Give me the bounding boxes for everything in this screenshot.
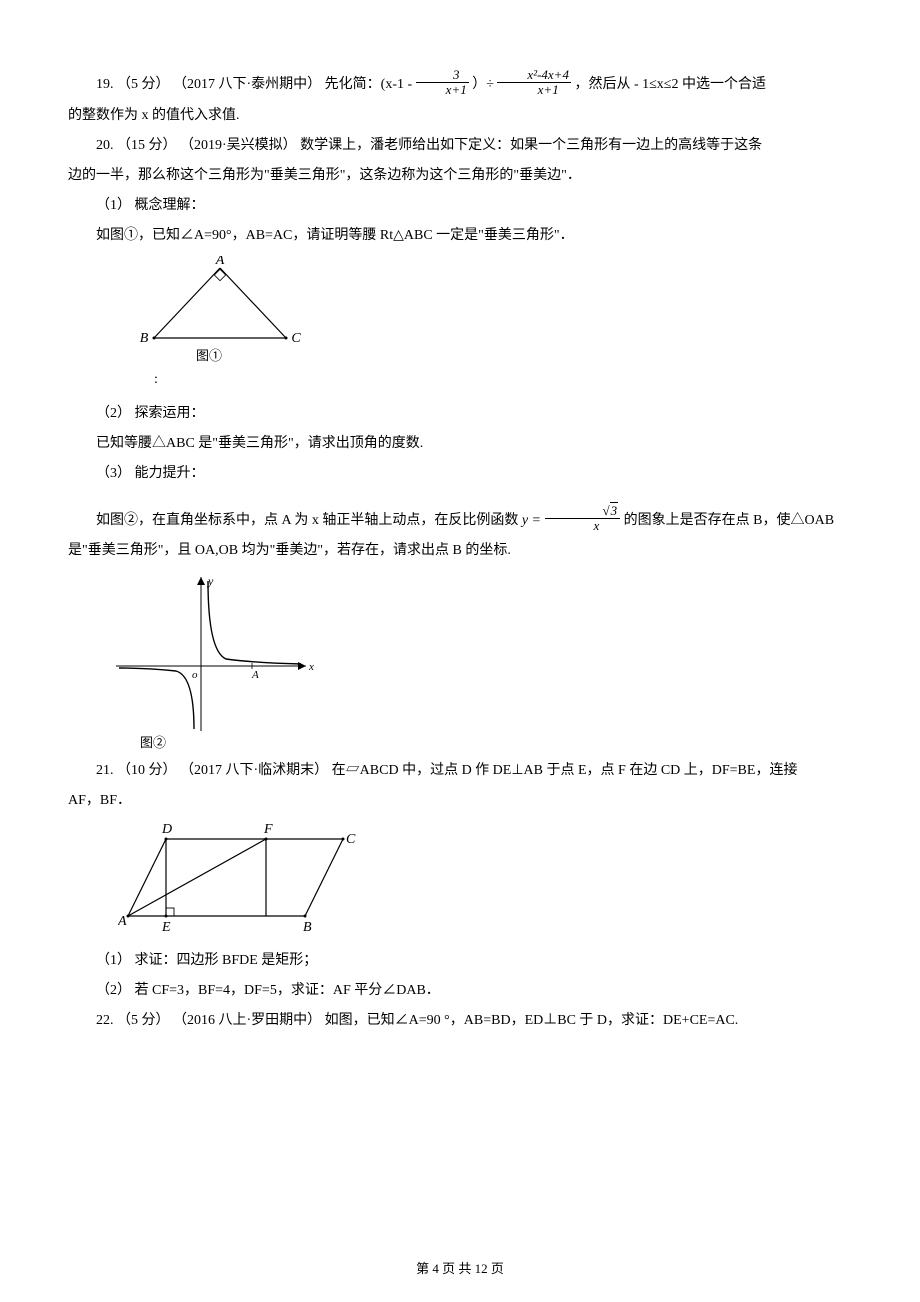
q19-source: （2017 八下·泰州期中） bbox=[173, 77, 321, 92]
q20-line1: 20. （15 分） （2019·吴兴模拟） 数学课上，潘老师给出如下定义：如果… bbox=[68, 132, 852, 160]
q21-sub2: （2） 若 CF=3，BF=4，DF=5，求证：AF 平分∠DAB． bbox=[68, 977, 852, 1005]
q20-figure2: y o A x 图② bbox=[116, 571, 852, 751]
svg-text:D: D bbox=[161, 822, 172, 837]
q19-line2: 的整数作为 x 的值代入求值. bbox=[68, 102, 852, 130]
fig2-caption: 图② bbox=[140, 735, 166, 750]
q22-source: （2016 八上·罗田期中） bbox=[173, 1013, 321, 1028]
page-footer: 第 4 页 共 12 页 bbox=[0, 1256, 920, 1282]
q20-points: （15 分） bbox=[117, 138, 177, 153]
fig1-label-A: A bbox=[215, 256, 225, 268]
q20-sub3-pre: 如图②，在直角坐标系中，点 A 为 x 轴正半轴上动点，在反比例函数 bbox=[96, 513, 522, 528]
q20-sub1-title: （1） 概念理解： bbox=[68, 192, 852, 220]
q21-num: 21. bbox=[96, 763, 114, 778]
q22-points: （5 分） bbox=[117, 1013, 170, 1028]
q22-text: 如图，已知∠A=90 °，AB=BD，ED⊥BC 于 D，求证：DE+CE=AC… bbox=[325, 1013, 739, 1028]
q20-line2: 边的一半，那么称这个三角形为"垂美三角形"，这条边称为这个三角形的"垂美边"． bbox=[68, 162, 852, 190]
fig2-x: x bbox=[308, 661, 314, 673]
q20-source: （2019·吴兴模拟） bbox=[180, 138, 297, 153]
q21-line1: 21. （10 分） （2017 八下·临沭期末） 在▱ABCD 中，过点 D … bbox=[68, 757, 852, 785]
svg-text:F: F bbox=[263, 822, 273, 837]
q21-line2: AF，BF． bbox=[68, 787, 852, 815]
fig1-colon: : bbox=[154, 372, 158, 387]
q21-text1: 在▱ABCD 中，过点 D 作 DE⊥AB 于点 E，点 F 在边 CD 上，D… bbox=[332, 763, 798, 778]
q19-frac2: x²-4x+4 x+1 bbox=[497, 68, 571, 98]
q20-sub2-title: （2） 探索运用： bbox=[68, 400, 852, 428]
svg-text:A: A bbox=[118, 914, 127, 929]
q20-sub3-line2: 是"垂美三角形"，且 OA,OB 均为"垂美边"，若存在，请求出点 B 的坐标. bbox=[68, 537, 852, 565]
q21-source: （2017 八下·临沭期末） bbox=[180, 763, 328, 778]
svg-text:B: B bbox=[303, 920, 312, 935]
q19-num: 19. bbox=[96, 77, 114, 92]
svg-text:E: E bbox=[161, 920, 171, 935]
q20-sub3-line1: 如图②，在直角坐标系中，点 A 为 x 轴正半轴上动点，在反比例函数 y = √… bbox=[68, 506, 852, 536]
q21-sub1: （1） 求证：四边形 BFDE 是矩形； bbox=[68, 947, 852, 975]
fig1-label-B: B bbox=[140, 331, 149, 346]
q20-sub3-y: y = bbox=[522, 513, 545, 528]
q20-figure1: A B C 图① : bbox=[136, 256, 852, 394]
q19-points: （5 分） bbox=[117, 77, 170, 92]
q20-sub3-frac: √3 x bbox=[545, 504, 621, 534]
q19-frac1: 3 x+1 bbox=[416, 68, 469, 98]
fig1-label-C: C bbox=[291, 331, 301, 346]
fig2-o: o bbox=[192, 669, 198, 681]
q22-num: 22. bbox=[96, 1013, 114, 1028]
q21-figure: D F C A E B bbox=[118, 821, 852, 941]
fig1-caption: 图① bbox=[196, 348, 222, 363]
q20-sub3-post: 的图象上是否存在点 B，使△OAB bbox=[624, 513, 834, 528]
q19-pre: 先化简：(x-1 - bbox=[325, 77, 413, 92]
q20-num: 20. bbox=[96, 138, 114, 153]
q22-line1: 22. （5 分） （2016 八上·罗田期中） 如图，已知∠A=90 °，AB… bbox=[68, 1007, 852, 1035]
q20-sub1-text: 如图①，已知∠A=90°，AB=AC，请证明等腰 Rt△ABC 一定是"垂美三角… bbox=[68, 222, 852, 250]
q20-sub2-text: 已知等腰△ABC 是"垂美三角形"，请求出顶角的度数. bbox=[68, 430, 852, 458]
fig2-y: y bbox=[207, 574, 214, 588]
q20-text1: 数学课上，潘老师给出如下定义：如果一个三角形有一边上的高线等于这条 bbox=[300, 138, 762, 153]
q21-points: （10 分） bbox=[117, 763, 177, 778]
fig2-A: A bbox=[251, 669, 259, 681]
q20-sub3-title: （3） 能力提升： bbox=[68, 460, 852, 488]
svg-text:C: C bbox=[346, 832, 356, 847]
q19-line1: 19. （5 分） （2017 八下·泰州期中） 先化简：(x-1 - 3 x+… bbox=[68, 70, 852, 100]
q19-post: ，然后从 - 1≤x≤2 中选一个合适 bbox=[574, 77, 766, 92]
q19-mid: ）÷ bbox=[472, 77, 494, 92]
